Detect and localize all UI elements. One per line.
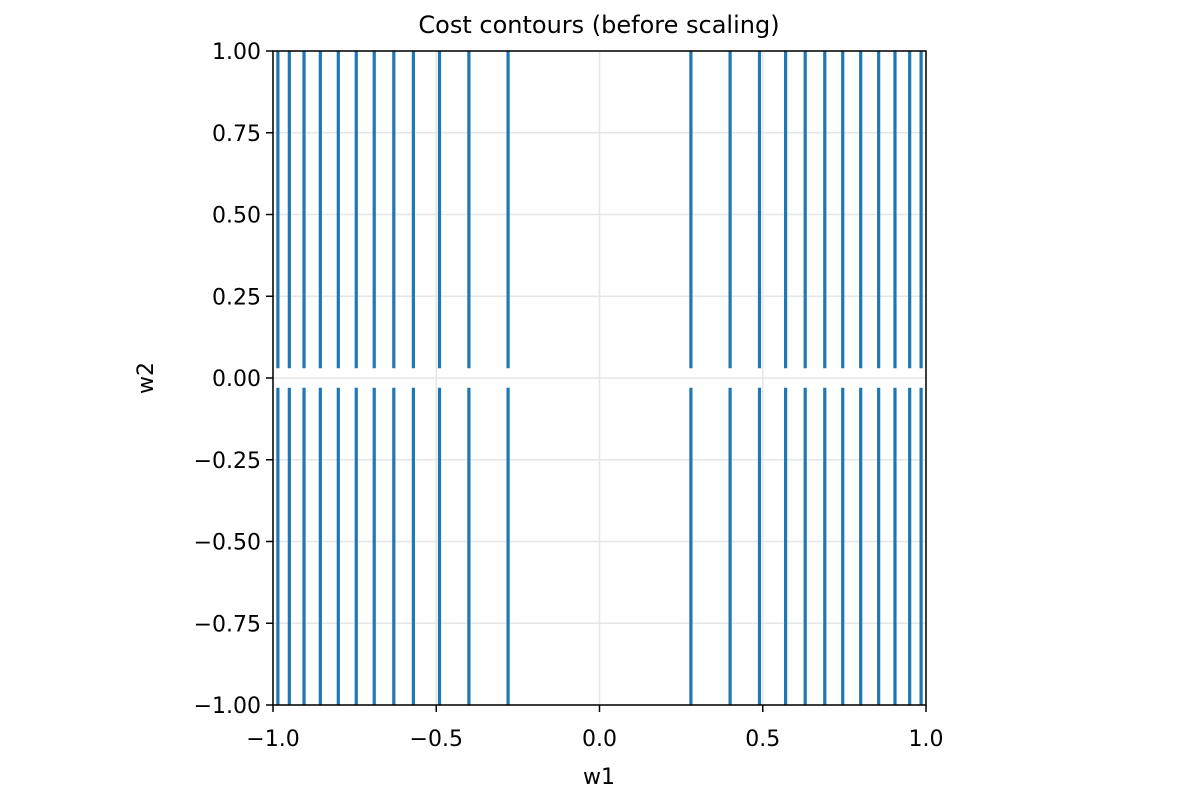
y-axis: 1.00 0.75 0.50 0.25 0.00 −0.25 −0.50 −0.75 −1.00: [194, 40, 273, 719]
x-axis: −1.0 −0.5 0.0 0.5 1.0: [246, 705, 944, 752]
x-tick-label: 0.5: [745, 727, 780, 752]
y-tick-label: −0.75: [194, 612, 261, 637]
y-tick-label: 1.00: [212, 40, 261, 65]
y-tick-label: 0.75: [212, 122, 261, 147]
x-tick-label: −0.5: [410, 727, 463, 752]
contour-lines: [276, 51, 923, 705]
y-tick-label: −0.50: [194, 531, 261, 556]
x-tick-label: −1.0: [246, 727, 299, 752]
y-tick-label: 0.00: [212, 367, 261, 392]
y-tick-label: 0.25: [212, 285, 261, 310]
chart-title: Cost contours (before scaling): [418, 11, 779, 39]
x-tick-label: 0.0: [582, 727, 617, 752]
y-axis-label: w2: [134, 362, 159, 394]
y-tick-label: 0.50: [212, 204, 261, 229]
x-tick-label: 1.0: [909, 727, 944, 752]
y-tick-label: −0.25: [194, 449, 261, 474]
y-tick-label: −1.00: [194, 694, 261, 719]
grid: [272, 50, 927, 706]
x-axis-label: w1: [583, 765, 615, 790]
